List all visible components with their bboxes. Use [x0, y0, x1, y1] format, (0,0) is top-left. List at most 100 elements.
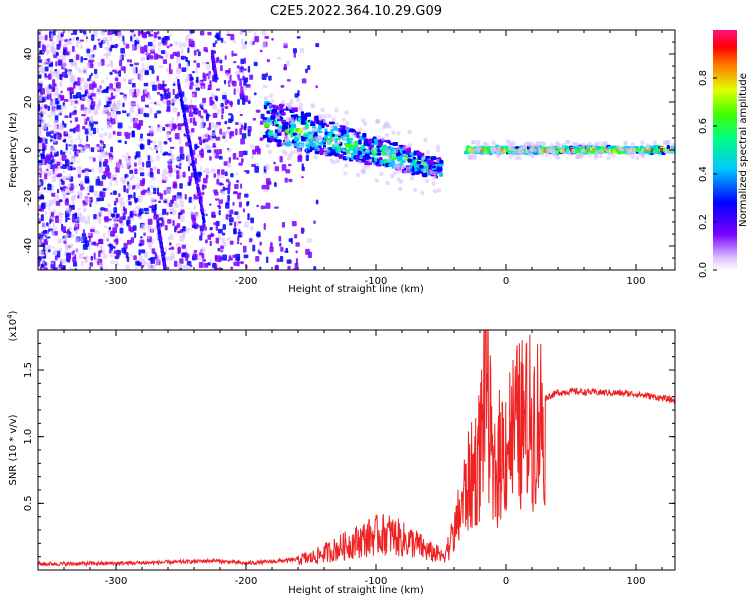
noise-cell [104, 216, 109, 223]
spectral-feature-cell [634, 146, 640, 149]
spectral-halo-cell [635, 156, 640, 161]
spectral-halo-cell [437, 188, 442, 193]
noise-cell [81, 113, 86, 117]
noise-cell [210, 168, 216, 173]
noise-cell [69, 151, 72, 156]
noise-cell [38, 130, 42, 137]
noise-cell [114, 114, 117, 120]
noise-cell [293, 51, 296, 58]
noise-cell [62, 151, 66, 155]
noise-cell [153, 140, 156, 145]
noise-cell [280, 170, 283, 173]
noise-cell [125, 43, 130, 49]
noise-cell [232, 153, 237, 160]
noise-cell [209, 240, 212, 247]
noise-cell [150, 257, 155, 264]
spectral-feature-cell [284, 125, 288, 130]
noise-cell [123, 206, 126, 212]
noise-cell [242, 208, 246, 213]
noise-cell [231, 50, 234, 57]
noise-cell [226, 237, 231, 241]
noise-cell [261, 41, 267, 49]
noise-cell [169, 43, 173, 47]
spectral-halo-cell [607, 151, 612, 156]
noise-cell [174, 41, 179, 46]
noise-cell [207, 127, 212, 131]
noise-cell [153, 38, 157, 43]
spectral-halo-cell [527, 143, 532, 148]
noise-cell [123, 53, 127, 57]
noise-cell [84, 90, 87, 97]
noise-cell [99, 133, 104, 138]
spectral-halo-cell [362, 165, 367, 170]
noise-cell [110, 260, 115, 264]
spectral-feature-cell [407, 158, 413, 162]
spectral-feature-cell [182, 105, 185, 109]
noise-cell [168, 167, 173, 174]
noise-cell [109, 117, 113, 123]
noise-cell [60, 258, 66, 264]
noise-cell [128, 126, 133, 129]
noise-cell [86, 186, 90, 191]
noise-cell [83, 81, 88, 89]
noise-cell [281, 164, 287, 171]
noise-cell [228, 214, 232, 218]
y-tick-label: -40 [23, 238, 34, 254]
noise-cell [110, 88, 115, 92]
noise-cell [167, 218, 172, 224]
noise-cell [99, 160, 102, 168]
noise-cell [93, 252, 96, 260]
noise-cell [191, 93, 195, 97]
spectral-halo-cell [345, 153, 350, 158]
noise-cell [52, 149, 57, 154]
noise-cell [216, 108, 221, 114]
noise-cell [244, 95, 249, 103]
spectral-halo-cell [302, 127, 307, 132]
noise-cell [107, 30, 113, 36]
noise-cell [227, 259, 231, 262]
noise-cell [176, 170, 180, 175]
noise-cell [52, 50, 56, 54]
spectral-halo-cell [560, 147, 565, 152]
noise-cell [131, 173, 135, 178]
noise-cell [98, 217, 102, 225]
noise-cell [138, 195, 143, 203]
spectral-halo-cell [566, 149, 571, 154]
noise-cell [250, 144, 255, 149]
noise-cell [205, 132, 209, 140]
noise-cell [170, 154, 175, 161]
noise-cell [94, 74, 99, 79]
noise-cell [213, 152, 217, 157]
noise-cell [182, 171, 186, 178]
spectral-halo-cell [408, 170, 413, 175]
noise-cell [152, 265, 157, 270]
noise-cell [215, 88, 221, 91]
noise-cell [144, 104, 148, 108]
noise-cell [82, 229, 85, 234]
noise-cell [79, 192, 83, 199]
noise-cell [94, 146, 100, 151]
noise-cell [88, 169, 92, 172]
noise-cell [164, 225, 168, 231]
spectral-halo-cell [345, 126, 350, 131]
noise-cell [188, 44, 194, 47]
noise-cell [151, 44, 156, 51]
noise-cell [66, 175, 69, 180]
noise-cell [186, 63, 189, 70]
spectral-halo-cell [299, 143, 304, 148]
noise-cell [126, 59, 130, 63]
spectral-halo-cell [336, 131, 341, 136]
noise-cell [132, 66, 136, 73]
noise-cell [261, 184, 267, 190]
spectral-feature-cell [201, 209, 205, 213]
noise-cell [137, 30, 141, 36]
noise-cell [147, 262, 152, 270]
noise-cell [143, 207, 149, 211]
noise-cell [116, 249, 121, 256]
spectral-feature-cell [200, 200, 203, 204]
noise-cell [75, 247, 79, 254]
noise-cell [239, 261, 242, 264]
noise-cell [38, 35, 43, 41]
noise-cell [49, 229, 55, 233]
colorbar: 0.0 0.2 0.4 0.6 0.8 Normalized spectral ampl… [698, 30, 749, 278]
